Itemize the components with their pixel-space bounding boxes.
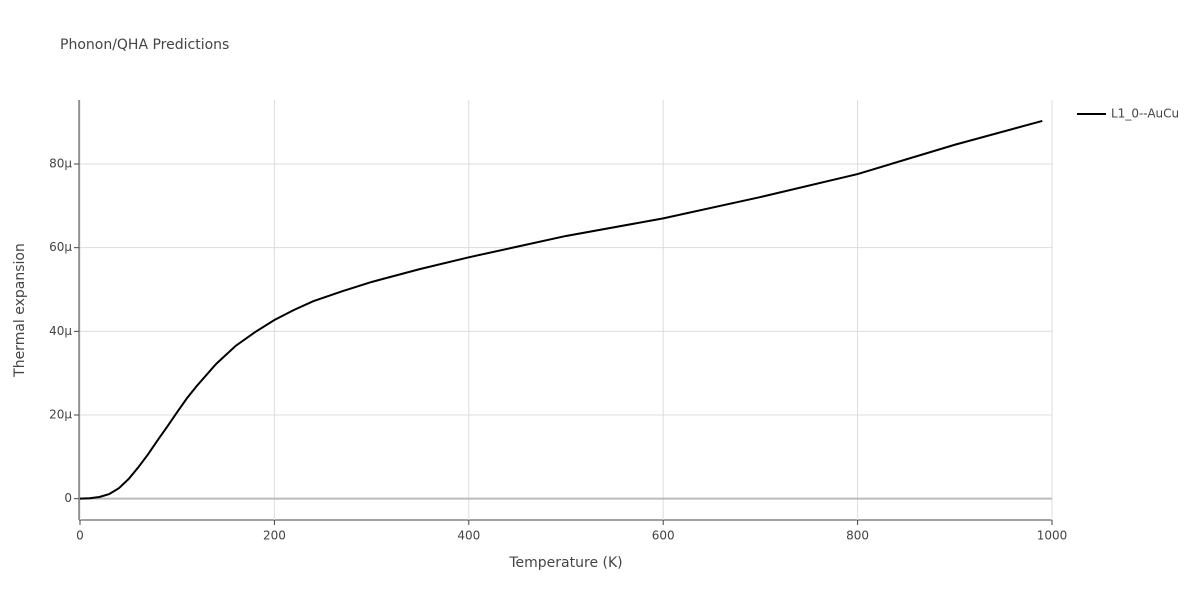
y-tick-label: 20μ bbox=[49, 408, 72, 422]
chart-title: Phonon/QHA Predictions bbox=[60, 37, 229, 53]
y-tick-label: 60μ bbox=[49, 240, 72, 254]
y-tick-label: 80μ bbox=[49, 157, 72, 171]
y-axis-label: Thermal expansion bbox=[12, 243, 28, 378]
x-tick-label: 800 bbox=[846, 529, 869, 543]
x-tick-label: 200 bbox=[263, 529, 286, 543]
legend-label: L1_0--AuCu bbox=[1111, 107, 1179, 121]
x-tick-label: 600 bbox=[652, 529, 675, 543]
y-tick-label: 40μ bbox=[49, 324, 72, 338]
x-tick-label: 1000 bbox=[1037, 529, 1068, 543]
x-tick-label: 400 bbox=[457, 529, 480, 543]
x-axis-label: Temperature (K) bbox=[508, 555, 622, 571]
x-tick-label: 0 bbox=[76, 529, 84, 543]
line-series bbox=[79, 119, 1043, 500]
y-tick-label: 0 bbox=[64, 491, 72, 505]
